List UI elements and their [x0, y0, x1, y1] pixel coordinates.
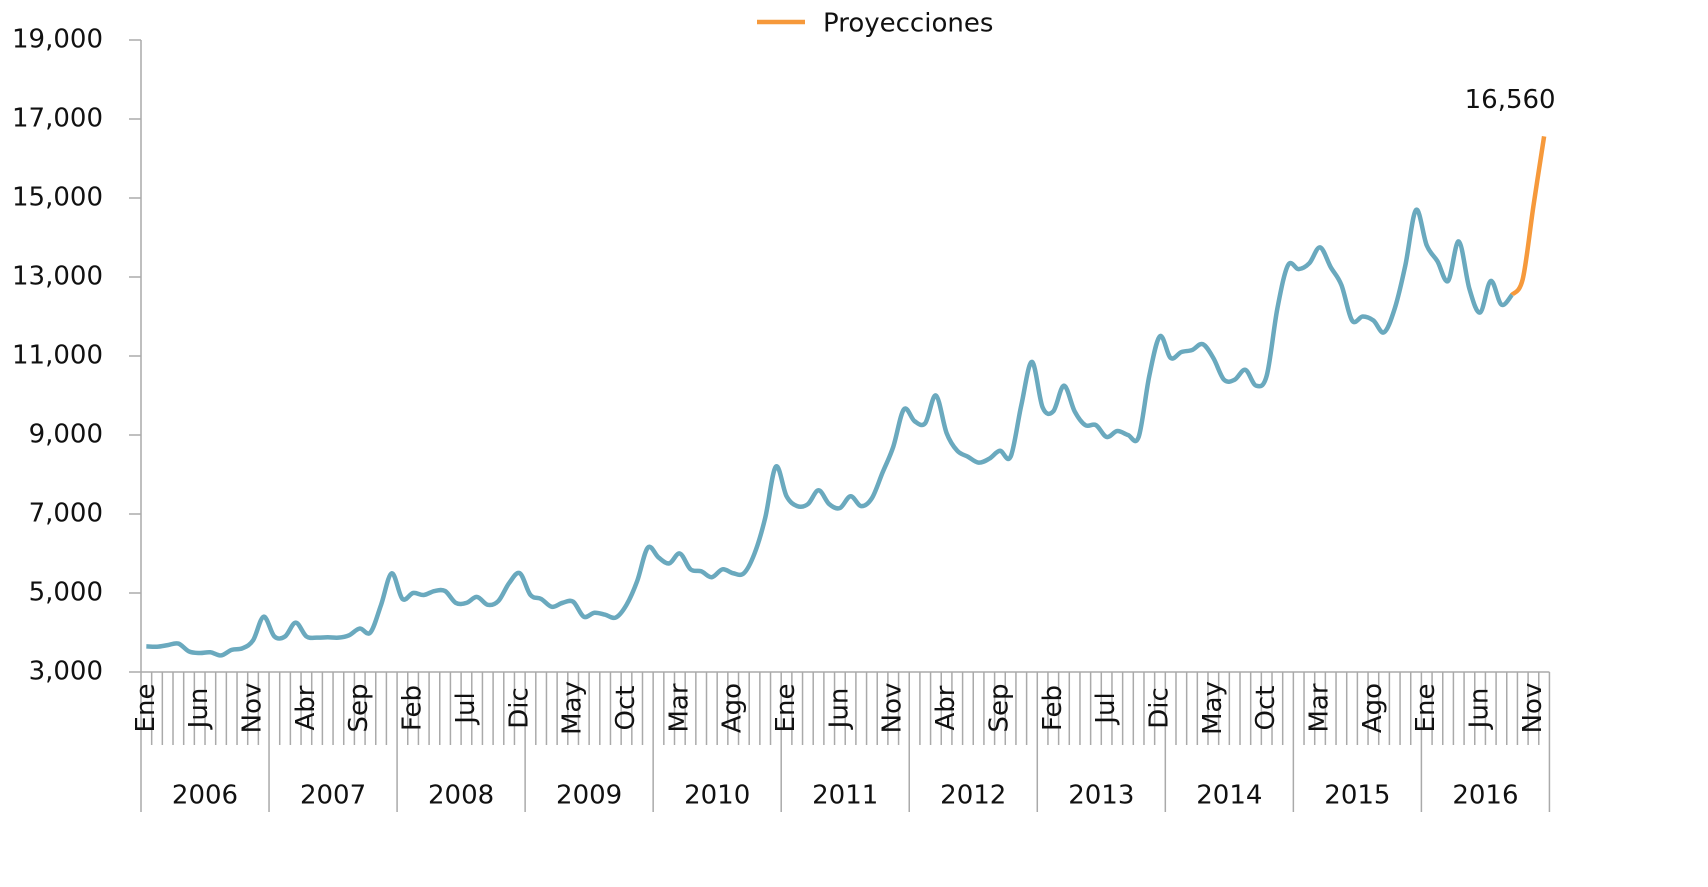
x-tick-label: May [558, 681, 588, 735]
x-tick-label: Dic [504, 687, 534, 729]
x-tick-label: Jul [1091, 692, 1121, 725]
x-tick-label: Feb [398, 685, 428, 731]
x-tick-label: Jun [824, 688, 854, 731]
x-tick-label: Feb [1038, 685, 1068, 731]
y-tick-label: 3,000 [29, 657, 103, 687]
year-label: 2010 [684, 781, 750, 811]
year-label: 2013 [1068, 781, 1134, 811]
x-tick-label: Sep [984, 683, 1014, 732]
x-tick-label: Jun [184, 688, 214, 731]
y-tick-label: 5,000 [29, 578, 103, 608]
line [1510, 136, 1547, 297]
x-tick-label: Ene [1411, 684, 1441, 733]
legend-label: Proyecciones [823, 9, 993, 39]
x-tick-label: Nov [238, 683, 268, 734]
x-tick-label: Ago [1358, 683, 1388, 733]
x-tick-label: Dic [1144, 687, 1174, 729]
x-tick-label: May [1198, 681, 1228, 735]
year-label: 2012 [940, 781, 1006, 811]
value-label: 16,560 [1465, 85, 1556, 115]
x-tick-label: Oct [1251, 686, 1281, 731]
year-label: 2006 [172, 781, 238, 811]
year-label: 2007 [300, 781, 366, 811]
x-tick-label: Ene [131, 684, 161, 733]
year-label: 2011 [812, 781, 878, 811]
y-tick-label: 17,000 [12, 104, 103, 134]
y-tick-label: 19,000 [12, 25, 103, 55]
x-tick-label: Sep [344, 683, 374, 732]
x-tick-label: Ago [718, 683, 748, 733]
x-tick-label: Ene [771, 684, 801, 733]
y-tick-label: 15,000 [12, 183, 103, 213]
y-tick-label: 9,000 [29, 420, 103, 450]
x-tick-label: Abr [931, 685, 961, 730]
year-label: 2016 [1452, 781, 1518, 811]
y-tick-label: 7,000 [29, 499, 103, 529]
year-label: 2015 [1324, 781, 1390, 811]
x-tick-label: Mar [1305, 683, 1335, 732]
x-tick-label: Nov [878, 683, 908, 734]
x-tick-label: Mar [664, 683, 694, 732]
year-label: 2008 [428, 781, 494, 811]
x-tick-label: Jun [1465, 688, 1495, 731]
year-label: 2014 [1196, 781, 1262, 811]
y-tick-label: 13,000 [12, 262, 103, 292]
year-label: 2009 [556, 781, 622, 811]
x-tick-label: Nov [1518, 683, 1548, 734]
x-tick-label: Abr [291, 685, 321, 730]
line [146, 207, 1514, 658]
x-tick-label: Oct [611, 686, 641, 731]
y-tick-label: 11,000 [12, 341, 103, 371]
x-tick-label: Jul [451, 692, 481, 725]
